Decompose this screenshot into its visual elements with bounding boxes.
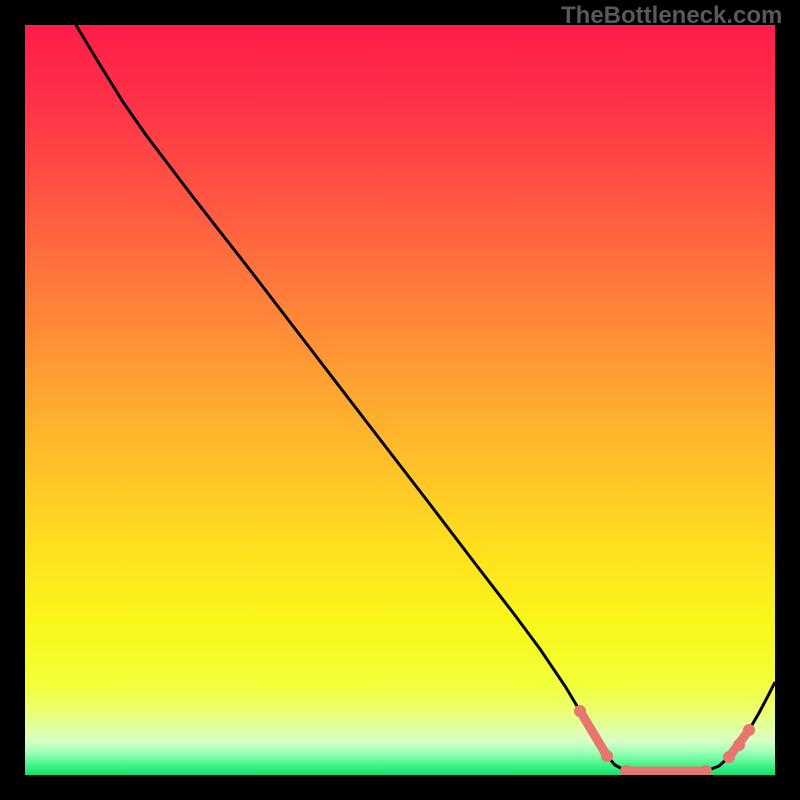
highlight-dot — [723, 751, 735, 763]
bottleneck-chart — [0, 0, 800, 800]
highlight-dot — [574, 705, 586, 717]
frame-bottom — [0, 775, 800, 800]
highlight-dot — [601, 750, 613, 762]
frame-right — [775, 0, 800, 800]
highlight-dot — [733, 739, 745, 751]
chart-background-gradient — [25, 25, 775, 775]
frame-left — [0, 0, 25, 800]
watermark-text: TheBottleneck.com — [561, 2, 782, 30]
highlight-dot — [743, 724, 755, 736]
